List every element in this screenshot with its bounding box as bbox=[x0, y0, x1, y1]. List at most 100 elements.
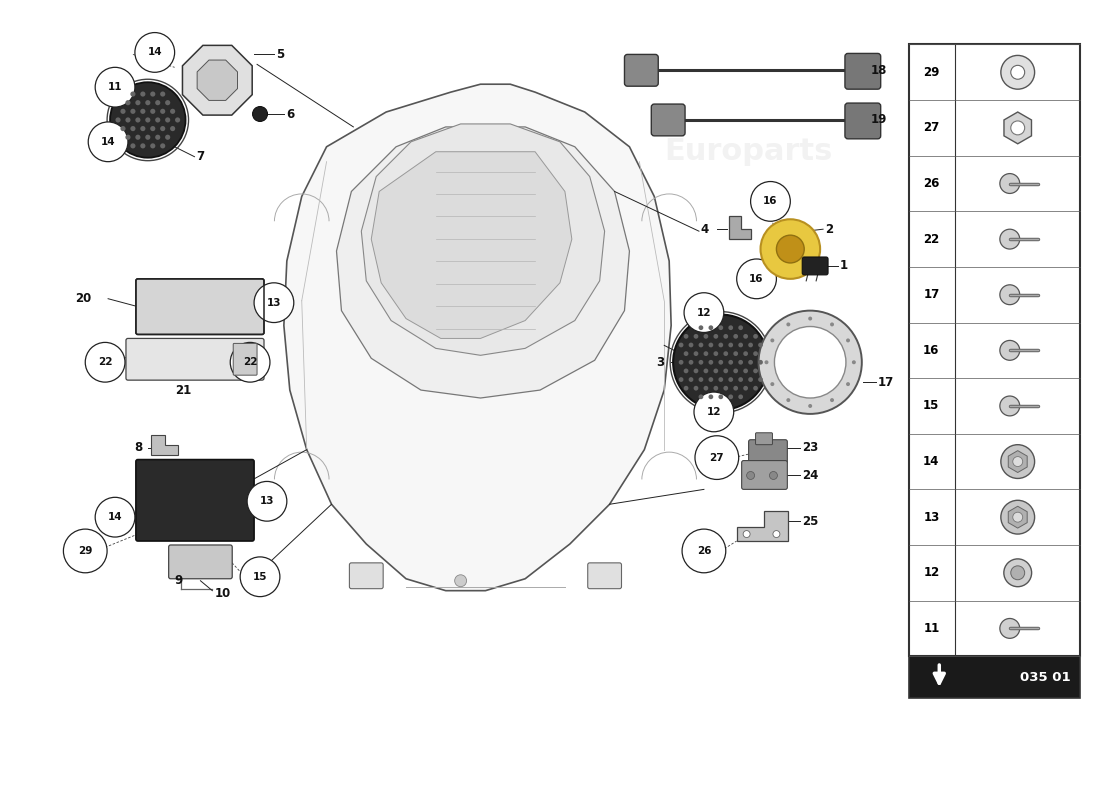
Text: a passion for parts: a passion for parts bbox=[364, 390, 597, 470]
Circle shape bbox=[750, 182, 790, 222]
Text: 16: 16 bbox=[763, 196, 778, 206]
Text: 19: 19 bbox=[871, 114, 887, 126]
Text: 9: 9 bbox=[175, 574, 183, 587]
Circle shape bbox=[708, 360, 713, 365]
Circle shape bbox=[86, 342, 125, 382]
Circle shape bbox=[155, 134, 161, 140]
Circle shape bbox=[141, 109, 145, 114]
FancyBboxPatch shape bbox=[802, 257, 828, 275]
Circle shape bbox=[770, 382, 774, 386]
Circle shape bbox=[774, 326, 846, 398]
Circle shape bbox=[808, 404, 812, 408]
Circle shape bbox=[64, 529, 107, 573]
FancyBboxPatch shape bbox=[233, 343, 257, 375]
Circle shape bbox=[125, 100, 131, 106]
Text: 14: 14 bbox=[101, 137, 116, 147]
Text: 12: 12 bbox=[696, 308, 712, 318]
Circle shape bbox=[130, 109, 135, 114]
FancyBboxPatch shape bbox=[845, 54, 881, 89]
Text: 22: 22 bbox=[98, 358, 112, 367]
Circle shape bbox=[96, 498, 135, 537]
Text: 5: 5 bbox=[276, 48, 284, 61]
Circle shape bbox=[758, 342, 763, 347]
Text: 16: 16 bbox=[749, 274, 763, 284]
Circle shape bbox=[744, 334, 748, 338]
Circle shape bbox=[679, 377, 683, 382]
Circle shape bbox=[738, 342, 744, 347]
Circle shape bbox=[698, 326, 703, 330]
Circle shape bbox=[759, 310, 861, 414]
Circle shape bbox=[718, 360, 723, 365]
Circle shape bbox=[1011, 121, 1025, 135]
Circle shape bbox=[689, 342, 693, 347]
Text: 035 01: 035 01 bbox=[1020, 670, 1070, 683]
Text: 13: 13 bbox=[266, 298, 282, 308]
Circle shape bbox=[141, 126, 145, 131]
Circle shape bbox=[130, 143, 135, 149]
Circle shape bbox=[135, 134, 141, 140]
Polygon shape bbox=[1009, 506, 1027, 528]
Text: 17: 17 bbox=[923, 288, 939, 302]
Circle shape bbox=[1011, 566, 1025, 580]
FancyBboxPatch shape bbox=[845, 103, 881, 139]
Text: 13: 13 bbox=[923, 510, 939, 524]
Text: 27: 27 bbox=[923, 122, 939, 134]
Text: 10: 10 bbox=[214, 587, 231, 600]
Circle shape bbox=[145, 134, 151, 140]
Circle shape bbox=[120, 126, 125, 131]
Circle shape bbox=[689, 377, 693, 382]
Circle shape bbox=[830, 398, 834, 402]
Polygon shape bbox=[183, 46, 252, 115]
Polygon shape bbox=[737, 511, 789, 541]
Circle shape bbox=[684, 293, 724, 333]
Circle shape bbox=[151, 143, 155, 149]
Text: 14: 14 bbox=[108, 512, 122, 522]
Circle shape bbox=[694, 386, 698, 390]
Circle shape bbox=[454, 574, 466, 586]
Circle shape bbox=[718, 326, 723, 330]
Circle shape bbox=[151, 109, 155, 114]
Circle shape bbox=[754, 369, 758, 374]
Circle shape bbox=[770, 338, 774, 342]
FancyBboxPatch shape bbox=[126, 338, 264, 380]
Circle shape bbox=[694, 392, 734, 432]
Circle shape bbox=[135, 33, 175, 72]
Circle shape bbox=[808, 317, 812, 321]
FancyBboxPatch shape bbox=[587, 563, 621, 589]
Text: 25: 25 bbox=[802, 514, 818, 528]
Circle shape bbox=[754, 351, 758, 356]
Text: 12: 12 bbox=[706, 407, 722, 417]
Text: 16: 16 bbox=[923, 344, 939, 357]
Circle shape bbox=[694, 369, 698, 374]
Circle shape bbox=[135, 118, 141, 122]
Circle shape bbox=[744, 530, 750, 538]
Text: 21: 21 bbox=[175, 383, 191, 397]
Circle shape bbox=[714, 369, 718, 374]
FancyBboxPatch shape bbox=[910, 45, 1080, 656]
Text: 23: 23 bbox=[802, 441, 818, 454]
Circle shape bbox=[708, 342, 713, 347]
Circle shape bbox=[253, 106, 267, 122]
Text: 7: 7 bbox=[197, 150, 205, 163]
Circle shape bbox=[1000, 396, 1020, 416]
Circle shape bbox=[230, 342, 270, 382]
Circle shape bbox=[161, 143, 165, 149]
FancyBboxPatch shape bbox=[651, 104, 685, 136]
Circle shape bbox=[684, 351, 689, 356]
Circle shape bbox=[708, 394, 713, 399]
Text: since1985: since1985 bbox=[409, 346, 631, 384]
Circle shape bbox=[679, 342, 683, 347]
Circle shape bbox=[744, 351, 748, 356]
FancyBboxPatch shape bbox=[350, 563, 383, 589]
Text: 3: 3 bbox=[656, 356, 664, 369]
FancyBboxPatch shape bbox=[741, 461, 788, 490]
Circle shape bbox=[737, 259, 777, 298]
Circle shape bbox=[141, 143, 145, 149]
Circle shape bbox=[679, 360, 683, 365]
Circle shape bbox=[744, 369, 748, 374]
Circle shape bbox=[110, 82, 186, 158]
FancyBboxPatch shape bbox=[625, 54, 658, 86]
Circle shape bbox=[1000, 618, 1020, 638]
Text: 6: 6 bbox=[286, 107, 294, 121]
Text: 8: 8 bbox=[134, 441, 143, 454]
